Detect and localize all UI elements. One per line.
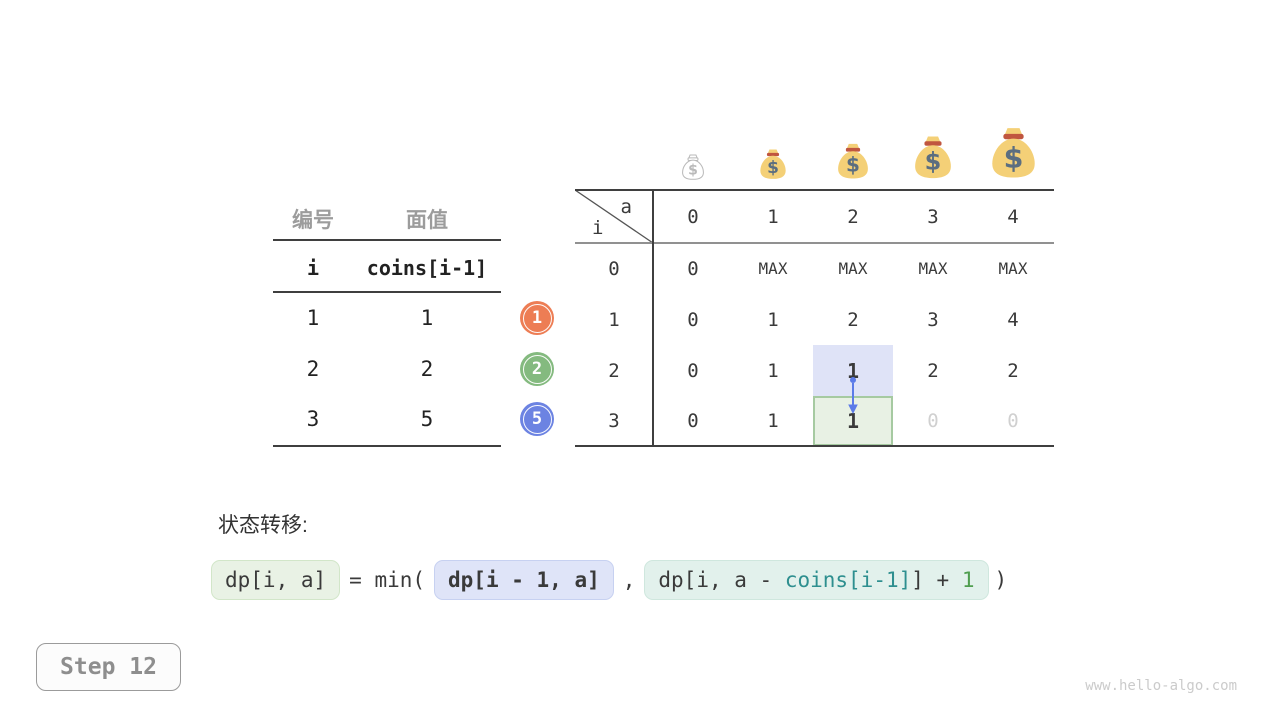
money-bag-icon-1 bbox=[760, 149, 786, 179]
coin-table-subheader-i: i bbox=[306, 256, 320, 280]
dp-corner-cell: a i bbox=[575, 190, 653, 243]
coin-table-rule-2 bbox=[273, 291, 501, 293]
dp-cell-1-1: 1 bbox=[767, 308, 779, 331]
dp-row-header: 1 bbox=[608, 308, 620, 331]
diagonal-divider bbox=[575, 190, 653, 243]
formula-term2-suffix: ] + bbox=[911, 568, 962, 592]
dp-cell-1-3: 3 bbox=[927, 308, 939, 331]
dp-row-header: 3 bbox=[608, 410, 620, 432]
dp-cell-2-3: 2 bbox=[927, 359, 939, 382]
coin-table-header-value: 面值 bbox=[406, 209, 448, 232]
coin-badge-1: 1 bbox=[520, 301, 554, 335]
dp-cell-0-1: MAX bbox=[758, 259, 788, 278]
dp-cell-1-4: 4 bbox=[1007, 308, 1019, 331]
dp-axis-label-i: i bbox=[592, 217, 604, 239]
formula-term2-one: 1 bbox=[961, 568, 975, 592]
state-transition-label: 状态转移: bbox=[218, 514, 308, 537]
dp-cell-0-4: MAX bbox=[998, 259, 1028, 278]
dp-cell-3-3: 0 bbox=[927, 410, 939, 432]
dp-col-header: 4 bbox=[1007, 205, 1019, 228]
coin-table-rule-1 bbox=[273, 239, 501, 241]
watermark: www.hello-algo.com bbox=[1085, 678, 1237, 694]
dp-cell-3-1: 1 bbox=[767, 410, 779, 432]
transition-arrow-icon bbox=[848, 377, 858, 414]
step-indicator: Step 12 bbox=[36, 643, 181, 691]
coin-badge-1-label: 1 bbox=[531, 308, 543, 328]
coin-badge-5-label: 5 bbox=[531, 409, 543, 429]
money-bag-icon-3 bbox=[915, 136, 951, 179]
money-bag-icon-2 bbox=[838, 143, 868, 179]
dp-cell-2-1: 1 bbox=[767, 359, 779, 382]
dp-cell-2-0: 0 bbox=[687, 359, 699, 382]
dp-col-header: 2 bbox=[847, 205, 859, 228]
coin-row-2-id: 2 bbox=[306, 357, 320, 381]
dp-row-header: 0 bbox=[608, 257, 620, 280]
formula-equals-min: = min( bbox=[349, 568, 426, 592]
coin-table-rule-3 bbox=[273, 445, 501, 447]
formula-paren-close: ) bbox=[994, 568, 1008, 592]
dp-cell-3-4: 0 bbox=[1007, 410, 1019, 432]
transition-formula: dp[i, a] = min( dp[i - 1, a] , dp[i, a -… bbox=[211, 560, 1007, 600]
money-bag-empty-icon bbox=[682, 154, 704, 180]
dp-cell-0-3: MAX bbox=[918, 259, 948, 278]
coin-row-1-value: 1 bbox=[420, 306, 434, 330]
coin-row-3-value: 5 bbox=[420, 407, 434, 431]
dp-cell-2-4: 2 bbox=[1007, 359, 1019, 382]
dp-cell-3-0: 0 bbox=[687, 410, 699, 432]
formula-lhs: dp[i, a] bbox=[211, 560, 341, 600]
formula-separator: , bbox=[622, 568, 636, 592]
formula-term2-coins: coins[i-1] bbox=[784, 568, 912, 592]
dp-rule-bottom bbox=[575, 445, 1054, 447]
coin-row-3-id: 3 bbox=[306, 407, 320, 431]
formula-term2-prefix: dp[i, a - bbox=[658, 568, 785, 592]
coin-badge-2: 2 bbox=[520, 352, 554, 386]
dp-cell-1-2: 2 bbox=[847, 308, 859, 331]
coin-badge-5: 5 bbox=[520, 402, 554, 436]
dp-cell-1-0: 0 bbox=[687, 308, 699, 331]
coin-table-header-id: 编号 bbox=[292, 209, 334, 232]
coin-row-1-id: 1 bbox=[306, 306, 320, 330]
coin-row-2-value: 2 bbox=[420, 357, 434, 381]
coin-table-subheader-coins: coins[i-1] bbox=[366, 256, 488, 280]
dp-col-header: 3 bbox=[927, 205, 939, 228]
dp-col-header: 1 bbox=[767, 205, 779, 228]
money-bag-icon-4 bbox=[992, 128, 1035, 178]
formula-term2: dp[i, a - coins[i-1]] + 1 bbox=[644, 560, 989, 600]
dp-col-header: 0 bbox=[687, 205, 699, 228]
formula-term1: dp[i - 1, a] bbox=[434, 560, 614, 600]
dp-table: a i 0 1 2 3 4 0 0 MAX MAX MAX MAX 1 0 1 … bbox=[575, 190, 1053, 446]
dp-rule-top bbox=[575, 189, 1054, 191]
dp-rule-vertical bbox=[652, 189, 654, 447]
dp-cell-0-0: 0 bbox=[687, 257, 699, 280]
dp-rule-header bbox=[575, 242, 1054, 244]
coin-badge-2-label: 2 bbox=[531, 359, 543, 379]
dp-axis-label-a: a bbox=[620, 196, 632, 218]
dp-cell-0-2: MAX bbox=[838, 259, 868, 278]
dp-row-header: 2 bbox=[608, 359, 620, 382]
